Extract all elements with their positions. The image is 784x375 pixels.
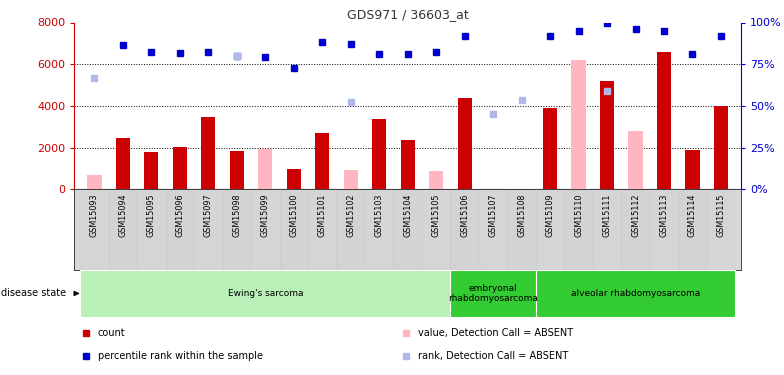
Bar [80, 270, 450, 317]
Bar [535, 270, 735, 317]
Bar [87, 175, 102, 189]
Bar [230, 151, 244, 189]
Text: rank, Detection Call = ABSENT: rank, Detection Call = ABSENT [418, 351, 568, 361]
Bar [535, 189, 564, 270]
Text: GSM15112: GSM15112 [631, 194, 640, 237]
Bar [706, 189, 735, 270]
Text: GSM15104: GSM15104 [403, 194, 412, 237]
Bar [80, 189, 109, 270]
Bar [172, 147, 187, 189]
Bar [678, 189, 706, 270]
Bar [372, 120, 387, 189]
Text: alveolar rhabdomyosarcoma: alveolar rhabdomyosarcoma [571, 289, 700, 298]
Text: Ewing's sarcoma: Ewing's sarcoma [227, 289, 303, 298]
Bar [593, 189, 621, 270]
Text: GSM15102: GSM15102 [347, 194, 355, 237]
Text: GSM15100: GSM15100 [289, 194, 298, 237]
Bar [572, 60, 586, 189]
Bar [280, 189, 308, 270]
Text: GSM15101: GSM15101 [318, 194, 327, 237]
Text: GSM15096: GSM15096 [176, 194, 184, 237]
Text: GSM15095: GSM15095 [147, 194, 156, 237]
Text: embryonal
rhabdomyosarcoma: embryonal rhabdomyosarcoma [448, 284, 538, 303]
Bar [258, 149, 272, 189]
Bar [685, 150, 699, 189]
Text: GSM15106: GSM15106 [460, 194, 469, 237]
Text: disease state: disease state [1, 288, 66, 298]
Bar [336, 189, 365, 270]
Bar [600, 81, 614, 189]
Text: GSM15111: GSM15111 [603, 194, 612, 237]
Bar [543, 108, 557, 189]
Bar [650, 189, 678, 270]
Bar [144, 152, 158, 189]
Text: GSM15114: GSM15114 [688, 194, 697, 237]
Bar [165, 189, 194, 270]
Bar [401, 140, 415, 189]
Text: GSM15103: GSM15103 [375, 194, 383, 237]
Bar [109, 189, 137, 270]
Bar [629, 131, 643, 189]
Bar [194, 189, 223, 270]
Bar [251, 189, 280, 270]
Text: GSM15105: GSM15105 [432, 194, 441, 237]
Bar [223, 189, 251, 270]
Text: GSM15099: GSM15099 [261, 194, 270, 237]
Bar [315, 133, 329, 189]
Text: GSM15094: GSM15094 [118, 194, 127, 237]
Text: count: count [98, 328, 125, 338]
Title: GDS971 / 36603_at: GDS971 / 36603_at [347, 8, 469, 21]
Text: GSM15097: GSM15097 [204, 194, 212, 237]
Text: GSM15109: GSM15109 [546, 194, 554, 237]
Text: GSM15108: GSM15108 [517, 194, 526, 237]
Bar [287, 168, 301, 189]
Bar [657, 52, 671, 189]
Text: GSM15113: GSM15113 [659, 194, 669, 237]
Bar [450, 270, 535, 317]
Bar [621, 189, 650, 270]
Text: GSM15098: GSM15098 [232, 194, 241, 237]
Bar [458, 98, 472, 189]
Bar [564, 189, 593, 270]
Bar [450, 189, 479, 270]
Text: value, Detection Call = ABSENT: value, Detection Call = ABSENT [418, 328, 573, 338]
Bar [394, 189, 422, 270]
Text: percentile rank within the sample: percentile rank within the sample [98, 351, 263, 361]
Bar [116, 138, 130, 189]
Bar [137, 189, 165, 270]
Bar [365, 189, 394, 270]
Text: GSM15110: GSM15110 [574, 194, 583, 237]
Bar [201, 117, 216, 189]
Bar [422, 189, 450, 270]
Bar [713, 106, 728, 189]
Text: GSM15107: GSM15107 [488, 194, 498, 237]
Text: GSM15093: GSM15093 [90, 194, 99, 237]
Bar [479, 189, 507, 270]
Bar [429, 171, 443, 189]
Bar [308, 189, 336, 270]
Bar [507, 189, 535, 270]
Bar [343, 170, 358, 189]
Text: GSM15115: GSM15115 [717, 194, 725, 237]
